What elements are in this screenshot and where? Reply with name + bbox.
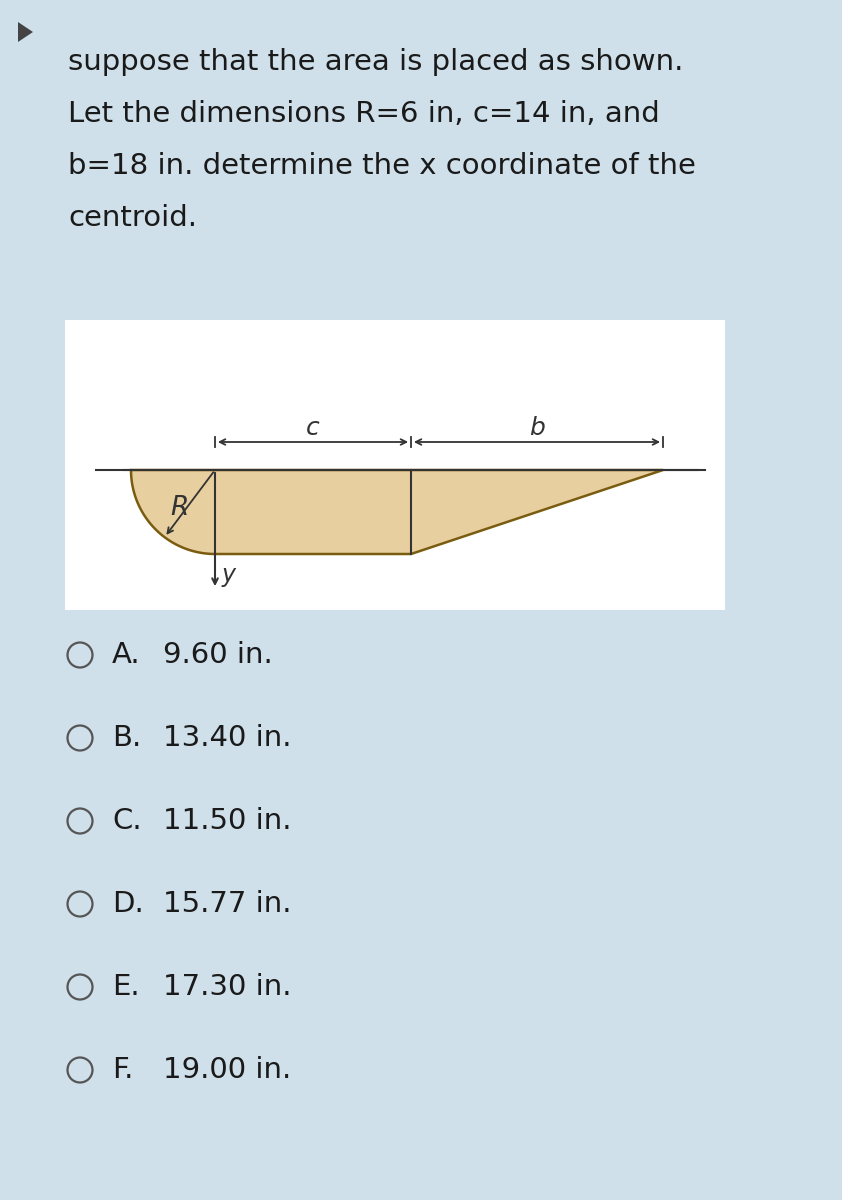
Text: 19.00 in.: 19.00 in. xyxy=(163,1056,291,1084)
Polygon shape xyxy=(18,22,33,42)
Text: c: c xyxy=(306,416,320,440)
Text: F.: F. xyxy=(112,1056,133,1084)
Text: b: b xyxy=(529,416,545,440)
Text: R: R xyxy=(170,494,189,521)
Text: 11.50 in.: 11.50 in. xyxy=(163,806,291,835)
Text: A.: A. xyxy=(112,641,141,670)
Text: 15.77 in.: 15.77 in. xyxy=(163,890,291,918)
Text: Let the dimensions R=6 in, c=14 in, and: Let the dimensions R=6 in, c=14 in, and xyxy=(68,100,660,128)
Text: B.: B. xyxy=(112,724,141,752)
Text: E.: E. xyxy=(112,973,140,1001)
Text: D.: D. xyxy=(112,890,144,918)
Polygon shape xyxy=(131,470,663,554)
Text: suppose that the area is placed as shown.: suppose that the area is placed as shown… xyxy=(68,48,684,76)
Text: 9.60 in.: 9.60 in. xyxy=(163,641,273,670)
Text: 13.40 in.: 13.40 in. xyxy=(163,724,291,752)
Text: centroid.: centroid. xyxy=(68,204,197,232)
Bar xyxy=(65,320,725,610)
Text: y: y xyxy=(222,563,236,587)
Text: b=18 in. determine the x coordinate of the: b=18 in. determine the x coordinate of t… xyxy=(68,152,695,180)
Text: 17.30 in.: 17.30 in. xyxy=(163,973,291,1001)
FancyBboxPatch shape xyxy=(37,17,805,338)
Text: C.: C. xyxy=(112,806,141,835)
